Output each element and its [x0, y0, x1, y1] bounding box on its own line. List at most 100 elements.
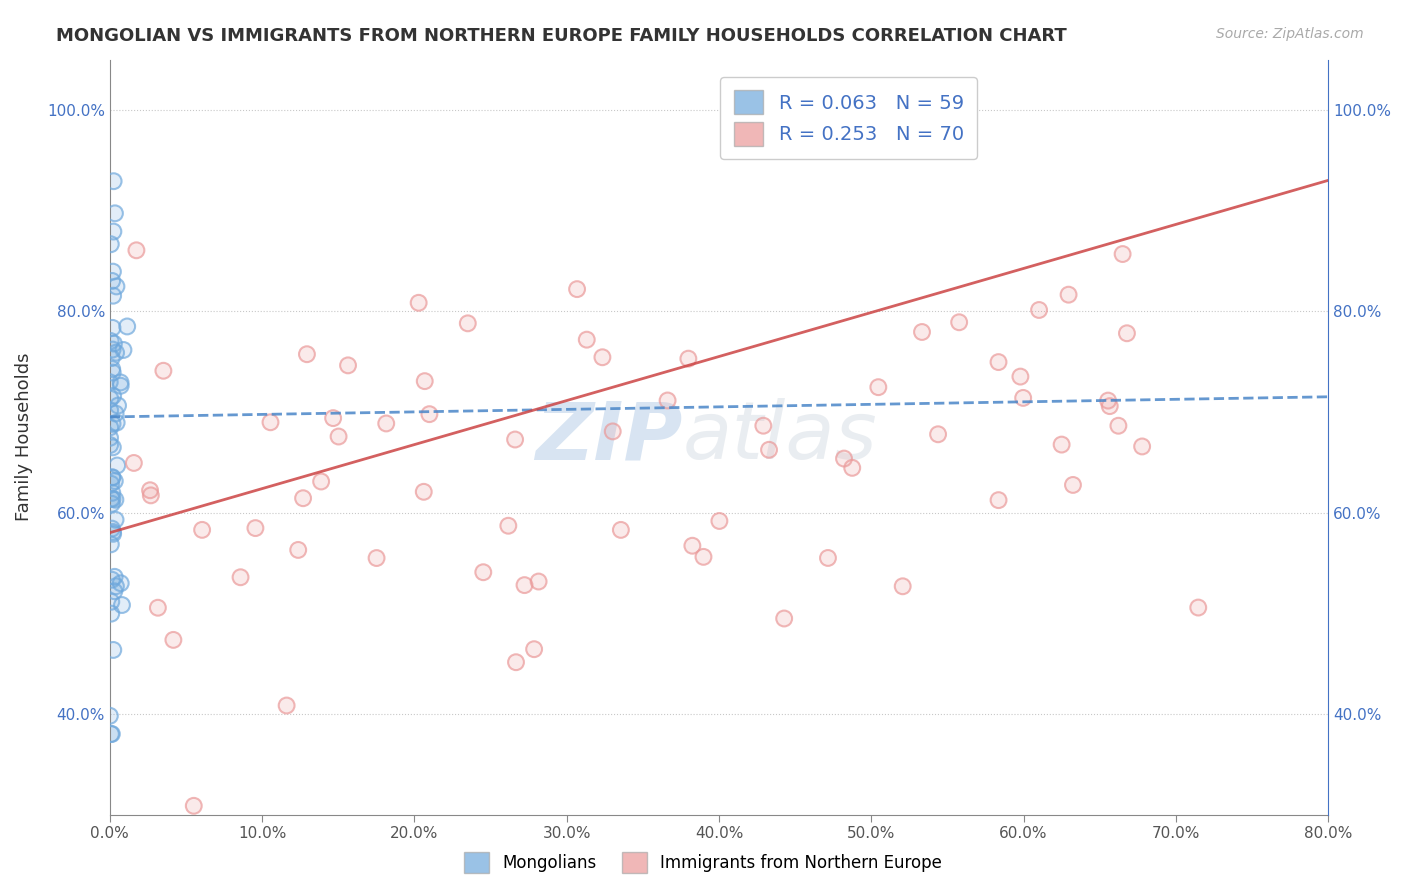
Point [101, 321, 124, 335]
Point [110, 376, 132, 390]
Point [122, 456, 145, 470]
Point [101, 470, 124, 484]
Point [110, 378, 132, 392]
Point [98, 431, 121, 445]
Point [927, 427, 949, 442]
Point [98, 431, 121, 445]
Point [692, 549, 714, 564]
Point [245, 521, 267, 535]
Point [104, 206, 127, 220]
Point [1187, 600, 1209, 615]
Point [105, 279, 128, 293]
Point [287, 543, 309, 558]
Point [412, 484, 434, 499]
Text: atlas: atlas [682, 398, 877, 476]
Point [100, 595, 122, 609]
Point [610, 523, 633, 537]
Point [987, 355, 1010, 369]
Point [101, 497, 124, 511]
Point [1028, 303, 1050, 318]
Point [911, 325, 934, 339]
Point [101, 470, 124, 484]
Point [1107, 418, 1129, 433]
Point [927, 427, 949, 442]
Point [112, 343, 135, 357]
Point [602, 425, 624, 439]
Point [413, 374, 436, 388]
Point [125, 244, 148, 258]
Point [103, 584, 125, 599]
Point [101, 524, 124, 539]
Point [832, 451, 855, 466]
Point [104, 407, 127, 421]
Point [1050, 437, 1073, 451]
Point [105, 345, 128, 359]
Point [709, 514, 731, 528]
Point [105, 416, 128, 430]
Point [104, 513, 127, 527]
Point [101, 289, 124, 303]
Point [527, 574, 550, 589]
Point [98, 420, 121, 434]
Point [505, 655, 527, 669]
Point [1050, 437, 1073, 451]
Point [98, 403, 121, 417]
Point [98, 403, 121, 417]
Point [100, 476, 122, 491]
Point [498, 518, 520, 533]
Point [1012, 391, 1035, 405]
Point [98, 420, 121, 434]
Point [602, 425, 624, 439]
Point [152, 364, 174, 378]
Point [101, 485, 124, 500]
Point [101, 497, 124, 511]
Point [328, 429, 350, 443]
Point [709, 514, 731, 528]
Point [101, 526, 124, 541]
Point [100, 607, 122, 621]
Point [105, 279, 128, 293]
Point [1062, 478, 1084, 492]
Point [287, 543, 309, 558]
Point [1130, 440, 1153, 454]
Point [457, 316, 479, 330]
Point [111, 598, 134, 612]
Point [103, 174, 125, 188]
Point [183, 798, 205, 813]
Point [104, 474, 127, 488]
Point [101, 485, 124, 500]
Point [523, 642, 546, 657]
Point [101, 491, 124, 506]
Point [105, 345, 128, 359]
Point [891, 579, 914, 593]
Point [565, 282, 588, 296]
Point [523, 642, 546, 657]
Point [987, 493, 1010, 508]
Point [1028, 303, 1050, 318]
Point [375, 417, 398, 431]
Point [101, 362, 124, 376]
Point [101, 274, 124, 288]
Point [678, 351, 700, 366]
Point [101, 265, 124, 279]
Point [103, 225, 125, 239]
Point [337, 359, 360, 373]
Point [527, 574, 550, 589]
Point [366, 551, 388, 566]
Point [758, 442, 780, 457]
Point [104, 474, 127, 488]
Point [1130, 440, 1153, 454]
Point [101, 389, 124, 403]
Point [657, 393, 679, 408]
Point [101, 366, 124, 380]
Point [100, 607, 122, 621]
Point [100, 727, 122, 741]
Point [1097, 393, 1119, 408]
Point [103, 174, 125, 188]
Point [948, 315, 970, 329]
Point [472, 566, 495, 580]
Point [1111, 247, 1133, 261]
Point [328, 429, 350, 443]
Point [110, 576, 132, 591]
Point [758, 442, 780, 457]
